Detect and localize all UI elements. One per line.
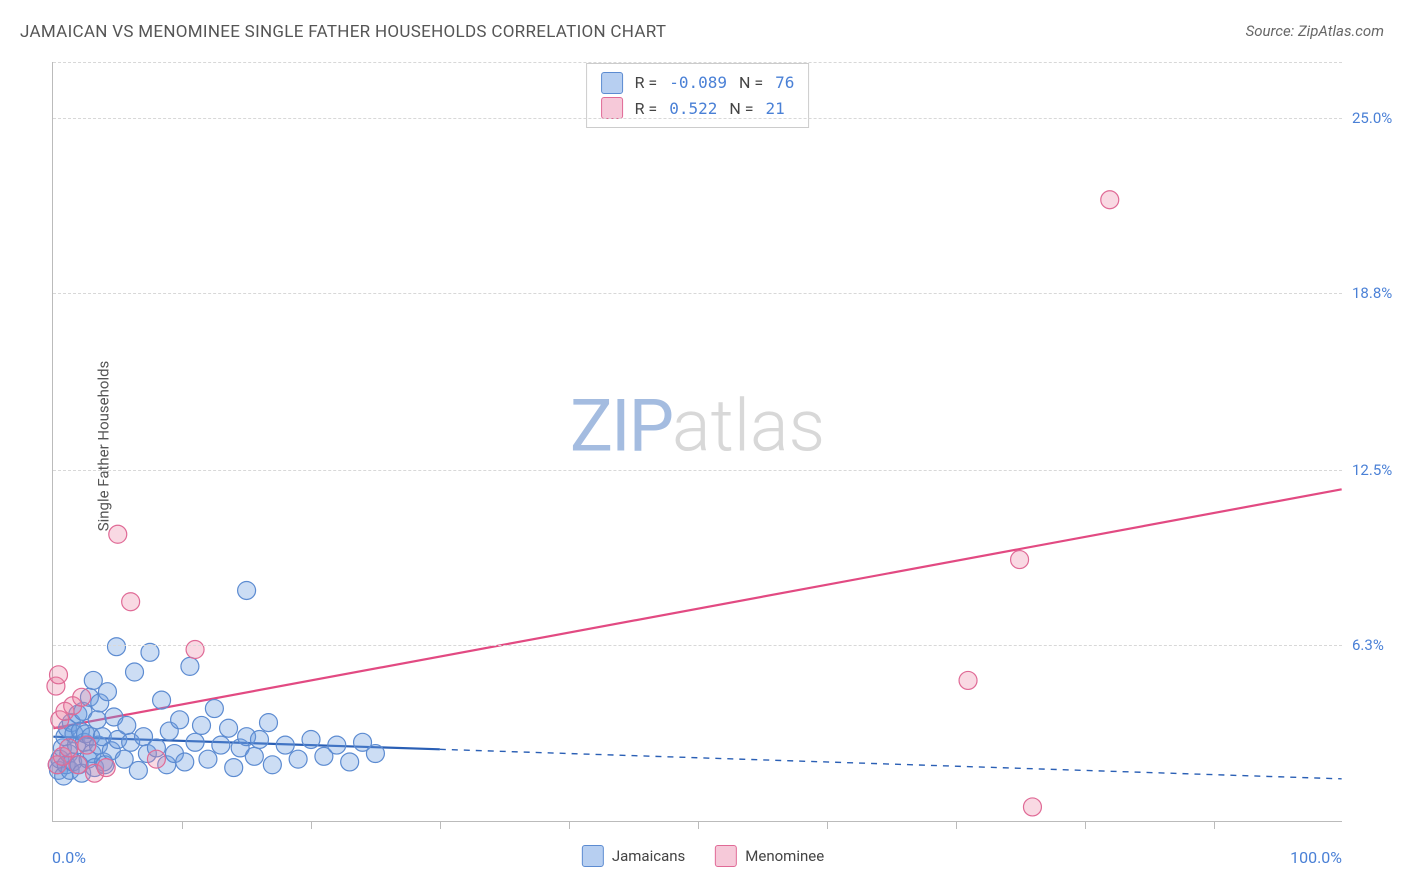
- scatter-point: [153, 691, 171, 709]
- scatter-point: [97, 759, 115, 777]
- x-axis-min-label: 0.0%: [52, 848, 86, 867]
- scatter-point: [260, 714, 278, 732]
- scatter-point: [147, 750, 165, 768]
- x-tick: [440, 821, 441, 829]
- scatter-point: [220, 719, 238, 737]
- legend-item-menominee: Menominee: [715, 845, 824, 867]
- legend-bottom: Jamaicans Menominee: [582, 845, 824, 867]
- gridline-h-top: [53, 62, 1342, 63]
- stats-R-value-jamaicans: -0.089: [669, 70, 727, 96]
- scatter-point: [129, 761, 147, 779]
- x-axis-max-label: 100.0%: [1290, 848, 1342, 867]
- scatter-point: [1023, 798, 1041, 816]
- scatter-point: [289, 750, 307, 768]
- stats-N-label: N =: [739, 70, 763, 96]
- scatter-point: [171, 711, 189, 729]
- stats-row-jamaicans: R = -0.089 N = 76: [601, 70, 795, 96]
- scatter-point: [107, 638, 125, 656]
- y-tick-label: 25.0%: [1352, 109, 1392, 127]
- scatter-point: [959, 671, 977, 689]
- scatter-point: [199, 750, 217, 768]
- x-tick: [569, 821, 570, 829]
- scatter-point: [225, 759, 243, 777]
- gridline-h: [53, 645, 1342, 646]
- stats-swatch-jamaicans: [601, 72, 623, 94]
- x-tick: [1085, 821, 1086, 829]
- gridline-h: [53, 118, 1342, 119]
- scatter-points-layer: [53, 62, 1342, 821]
- scatter-point: [176, 753, 194, 771]
- scatter-point: [73, 688, 91, 706]
- scatter-point: [186, 641, 204, 659]
- scatter-point: [205, 700, 223, 718]
- chart-title: JAMAICAN VS MENOMINEE SINGLE FATHER HOUS…: [20, 22, 666, 42]
- scatter-point: [122, 593, 140, 611]
- legend-label-menominee: Menominee: [745, 847, 824, 865]
- y-tick-label: 18.8%: [1352, 284, 1392, 302]
- scatter-point: [186, 733, 204, 751]
- scatter-point: [109, 525, 127, 543]
- x-tick: [956, 821, 957, 829]
- scatter-point: [193, 716, 211, 734]
- scatter-point: [250, 730, 268, 748]
- y-tick-label: 12.5%: [1352, 461, 1392, 479]
- scatter-point: [88, 711, 106, 729]
- scatter-point: [69, 756, 87, 774]
- scatter-point: [50, 666, 68, 684]
- legend-label-jamaicans: Jamaicans: [612, 847, 685, 865]
- plot-area: ZIPatlas R = -0.089 N = 76 R = 0.522 N =…: [52, 62, 1342, 822]
- gridline-h: [53, 293, 1342, 294]
- scatter-point: [181, 657, 199, 675]
- scatter-point: [141, 643, 159, 661]
- x-tick: [827, 821, 828, 829]
- scatter-point: [1011, 551, 1029, 569]
- legend-swatch-jamaicans: [582, 845, 604, 867]
- scatter-point: [263, 756, 281, 774]
- scatter-point: [238, 582, 256, 600]
- scatter-point: [212, 736, 230, 754]
- stats-R-label: R =: [635, 70, 658, 96]
- y-tick-label: 6.3%: [1352, 636, 1384, 654]
- scatter-point: [78, 736, 96, 754]
- scatter-point: [302, 730, 320, 748]
- stats-swatch-menominee: [601, 97, 623, 119]
- gridline-h: [53, 470, 1342, 471]
- scatter-point: [276, 736, 294, 754]
- x-tick: [1214, 821, 1215, 829]
- scatter-point: [1101, 191, 1119, 209]
- scatter-point: [98, 683, 116, 701]
- x-tick: [311, 821, 312, 829]
- scatter-point: [341, 753, 359, 771]
- scatter-point: [126, 663, 144, 681]
- source-attribution: Source: ZipAtlas.com: [1246, 22, 1384, 40]
- legend-item-jamaicans: Jamaicans: [582, 845, 685, 867]
- x-tick: [182, 821, 183, 829]
- scatter-point: [118, 716, 136, 734]
- scatter-point: [366, 745, 384, 763]
- stats-N-value-jamaicans: 76: [775, 70, 794, 96]
- scatter-point: [245, 747, 263, 765]
- scatter-point: [328, 736, 346, 754]
- x-tick: [698, 821, 699, 829]
- legend-swatch-menominee: [715, 845, 737, 867]
- scatter-point: [60, 739, 78, 757]
